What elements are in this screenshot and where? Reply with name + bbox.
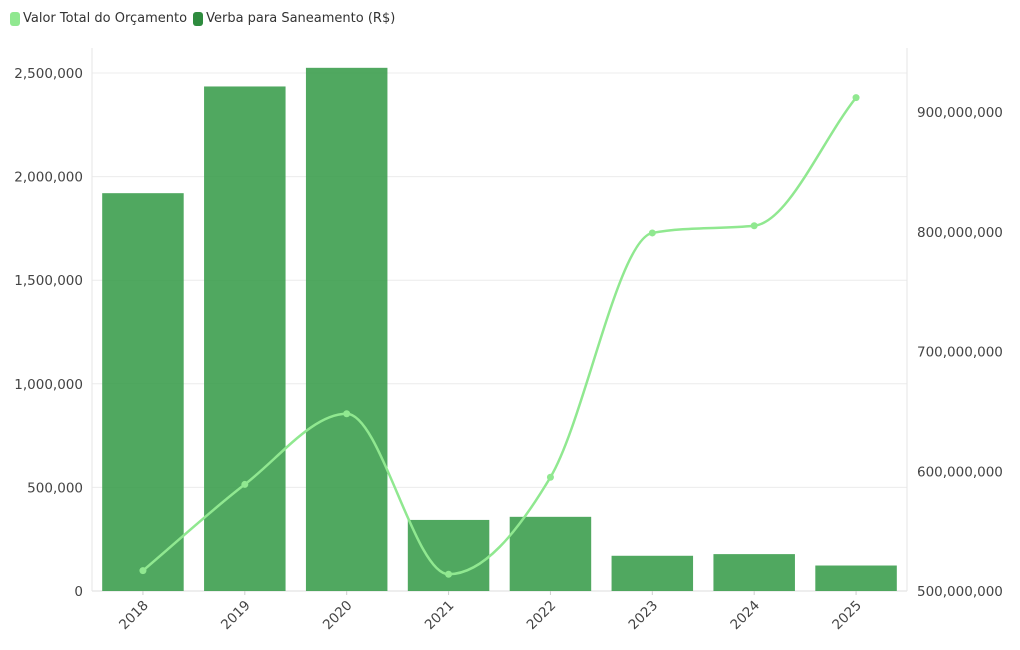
y-right-tick-label: 700,000,000	[917, 345, 1003, 361]
line-point-2023[interactable]	[648, 229, 656, 237]
x-tick-label-2024: 2024	[727, 598, 763, 634]
y-left-tick-label: 2,000,000	[14, 170, 83, 186]
legend-label-sanitation-funds: Verba para Saneamento (R$)	[206, 11, 396, 26]
legend-swatch-total-budget	[10, 11, 20, 26]
line-point-2025[interactable]	[852, 94, 860, 102]
y-right-tick-label: 800,000,000	[917, 225, 1003, 241]
y-left-tick-label: 0	[74, 584, 83, 600]
y-right-tick-label: 600,000,000	[917, 464, 1003, 480]
bar-2020[interactable]	[305, 67, 388, 591]
legend-swatch-sanitation-funds	[193, 11, 204, 26]
bar-2019[interactable]	[204, 86, 286, 591]
x-tick-label-2021: 2021	[422, 598, 458, 634]
bar-2021[interactable]	[407, 519, 490, 591]
y-left-tick-label: 1,500,000	[14, 273, 83, 289]
line-point-2021[interactable]	[445, 570, 453, 578]
line-series	[139, 94, 860, 578]
bar-series	[102, 67, 897, 591]
y-left-tick-label: 2,500,000	[14, 66, 83, 82]
bar-2022[interactable]	[509, 516, 592, 591]
x-tick-label-2022: 2022	[524, 598, 560, 634]
y-left-tick-label: 1,000,000	[14, 377, 83, 393]
y-left-tick-label: 500,000	[27, 480, 83, 496]
line-point-2018[interactable]	[139, 567, 147, 575]
x-tick-label-2025: 2025	[829, 598, 865, 634]
bar-2023[interactable]	[611, 555, 694, 591]
total-budget-line[interactable]	[142, 96, 858, 576]
x-tick-label-2023: 2023	[626, 598, 662, 634]
line-point-2019[interactable]	[241, 480, 249, 488]
y-right-tick-label: 500,000,000	[917, 584, 1003, 600]
x-tick-label-2018: 2018	[116, 598, 152, 634]
legend-item-total-budget[interactable]: Valor Total do Orçamento	[10, 11, 187, 26]
line-point-2024[interactable]	[750, 222, 758, 230]
bar-2024[interactable]	[713, 554, 795, 591]
line-point-2022[interactable]	[546, 473, 554, 481]
y-right-tick-label: 900,000,000	[917, 105, 1003, 121]
legend-label-total-budget: Valor Total do Orçamento	[23, 11, 188, 26]
x-tick-label-2019: 2019	[218, 598, 254, 634]
legend-item-sanitation-funds[interactable]: Verba para Saneamento (R$)	[193, 11, 395, 26]
x-tick-label-2020: 2020	[320, 598, 356, 634]
line-point-2020[interactable]	[343, 410, 351, 418]
chart-legend: Valor Total do Orçamento Verba para Sane…	[10, 11, 401, 26]
bar-2018[interactable]	[102, 193, 184, 591]
bar-2025[interactable]	[815, 565, 897, 591]
